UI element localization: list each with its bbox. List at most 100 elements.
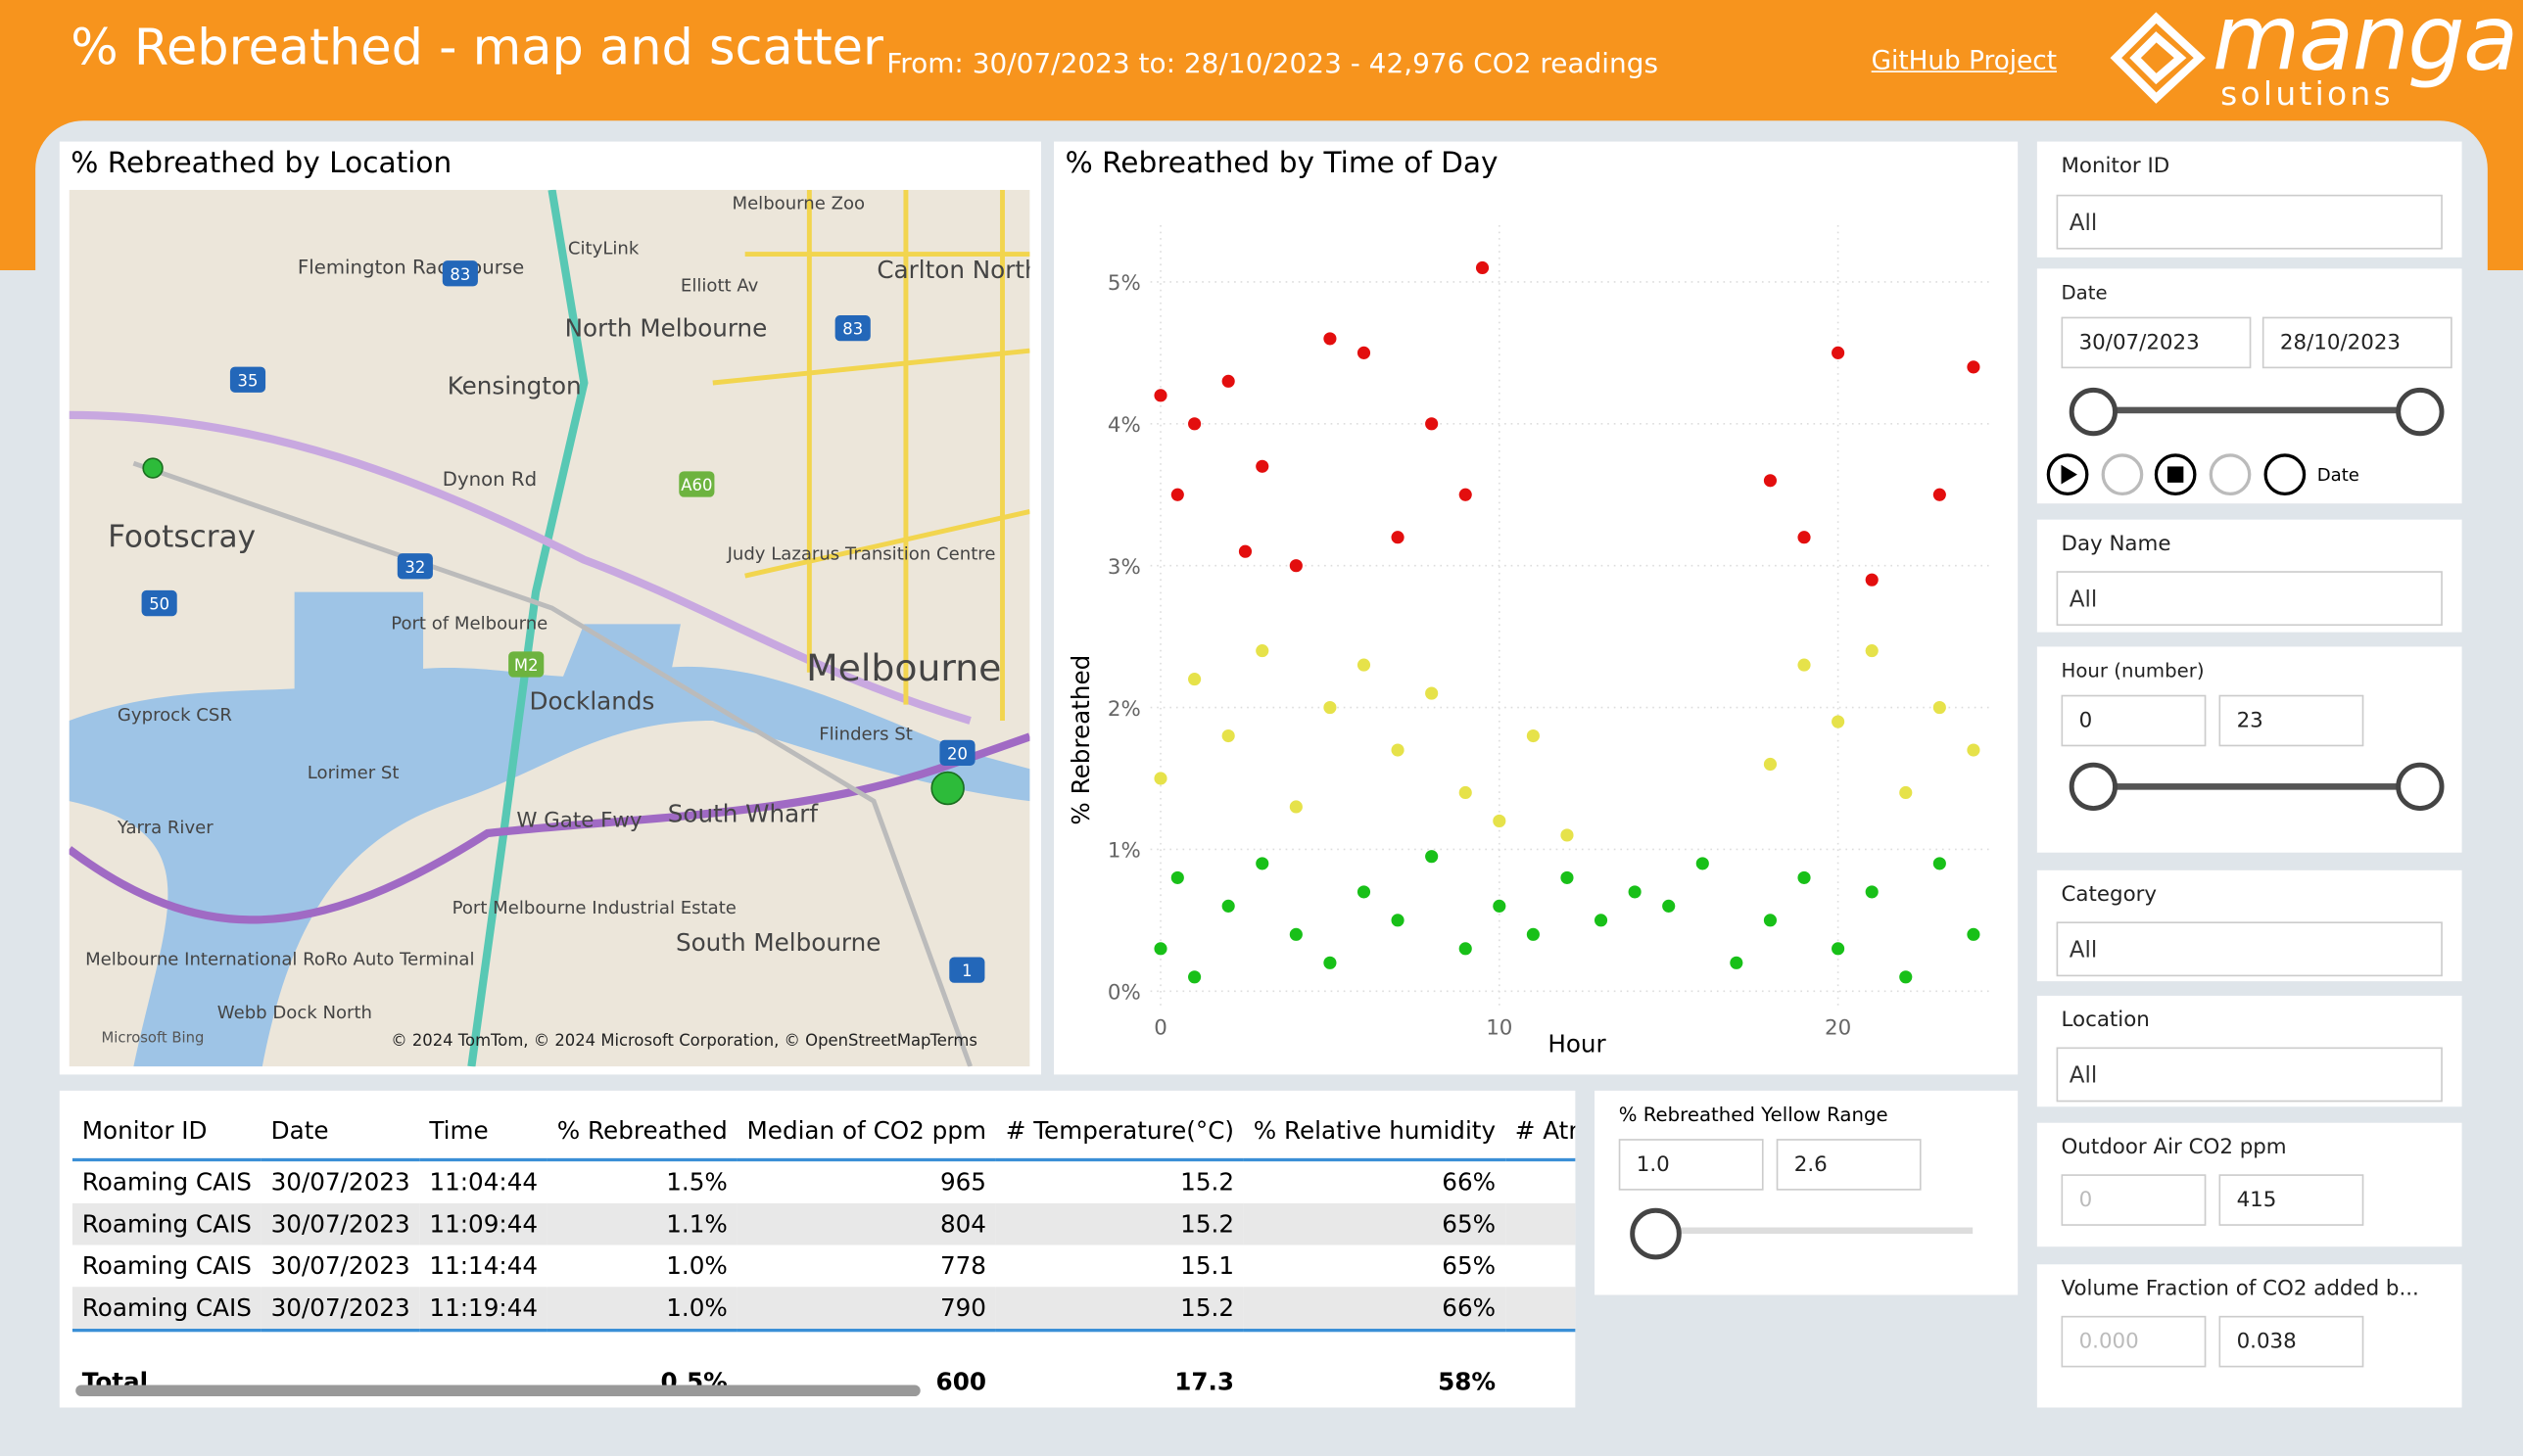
- outdoor-to[interactable]: 415: [2218, 1174, 2364, 1226]
- hour-from[interactable]: 0: [2061, 694, 2207, 747]
- table-cell-empty: [1505, 1287, 1575, 1330]
- point: [1560, 870, 1574, 884]
- yellow-range-card: % Rebreathed Yellow Range 1.0 2.6: [1595, 1090, 2019, 1295]
- prev-button[interactable]: [2209, 453, 2252, 495]
- road-shield: [141, 589, 177, 617]
- map-label: Dynon Rd: [443, 468, 537, 491]
- scatter-title: % Rebreathed by Time of Day: [1065, 146, 1499, 180]
- dropdown[interactable]: All: [2056, 571, 2443, 627]
- map-label: Footscray: [108, 520, 256, 555]
- table-cell: 11:14:44: [429, 1251, 539, 1281]
- road-number: 83: [842, 320, 863, 339]
- point: [1797, 531, 1811, 544]
- point: [1221, 728, 1235, 743]
- road: [69, 732, 1030, 924]
- dropdown[interactable]: All: [2056, 921, 2443, 977]
- location-marker[interactable]: [930, 771, 965, 806]
- point: [1526, 728, 1540, 743]
- point: [1256, 857, 1269, 870]
- date-to[interactable]: 28/10/2023: [2261, 316, 2452, 369]
- table-row: Roaming CAIS 30/07/2023 11:04:44 1.5% 965 15.…: [71, 1159, 1576, 1203]
- road: [712, 189, 1030, 721]
- y-axis-title: % Rebreathed: [1067, 655, 1095, 825]
- point: [1865, 573, 1879, 587]
- location-marker[interactable]: [142, 457, 164, 479]
- table-cell: 1.5%: [666, 1167, 728, 1198]
- map-label: Elliott Av: [681, 275, 759, 296]
- map-label: Webb Dock North: [217, 1003, 372, 1023]
- next-button[interactable]: [2263, 453, 2307, 495]
- road-shield: [834, 314, 871, 342]
- stop-button[interactable]: [2154, 453, 2197, 495]
- point: [1560, 828, 1574, 842]
- dropdown[interactable]: All: [2056, 1047, 2443, 1103]
- map-label: Yarra River: [117, 818, 214, 838]
- column-header: % Rebreathed: [556, 1116, 728, 1146]
- point: [1289, 800, 1303, 814]
- point: [1425, 686, 1439, 700]
- scrollbar[interactable]: [75, 1385, 921, 1396]
- table-card: Monitor ID Date Time % Rebreathed Median of …: [59, 1090, 1576, 1408]
- slicer: Monitor ID All: [2036, 141, 2462, 258]
- slider-knob[interactable]: [1630, 1207, 1682, 1260]
- table-cell: 65%: [1442, 1209, 1497, 1239]
- table-cell: 15.2: [1180, 1167, 1235, 1198]
- slider-knob[interactable]: [2396, 387, 2445, 437]
- slider-knob[interactable]: [2069, 387, 2118, 437]
- map: Melbourne Zoo Flemington Racecourse Carlto…: [69, 189, 1030, 1067]
- road-number: 1: [962, 962, 972, 980]
- range-min[interactable]: 1.0: [1618, 1139, 1764, 1191]
- header-row: Monitor ID Date Time % Rebreathed Median of …: [71, 1104, 1576, 1160]
- volume-from[interactable]: 0.000: [2061, 1315, 2207, 1368]
- range-max[interactable]: 2.6: [1776, 1139, 1922, 1191]
- hour-to[interactable]: 23: [2218, 694, 2364, 747]
- map-label: Port Melbourne Industrial Estate: [452, 898, 737, 918]
- table-cell-empty: [1505, 1159, 1575, 1202]
- point: [1899, 785, 1913, 800]
- column-header: # Atmc: [1514, 1116, 1576, 1146]
- play-button[interactable]: [2046, 453, 2089, 495]
- data-table: Monitor ID Date Time % Rebreathed Median of …: [71, 1104, 1576, 1396]
- slicer: Day Name All: [2036, 519, 2462, 633]
- point: [1763, 914, 1778, 927]
- column-header: # Temperature(°C): [1005, 1116, 1235, 1146]
- road: [467, 189, 589, 1067]
- point: [1865, 885, 1879, 899]
- table-cell: Roaming CAIS: [81, 1209, 252, 1239]
- table-cell-empty: [1505, 1331, 1575, 1396]
- table-cell: 30/07/2023: [270, 1251, 410, 1281]
- outdoor-from[interactable]: 0: [2061, 1174, 2207, 1226]
- slider-knob[interactable]: [2396, 762, 2445, 811]
- terms-link[interactable]: Terms: [929, 1031, 977, 1050]
- table-cell: 1.0%: [666, 1251, 728, 1281]
- water: [69, 666, 1030, 1067]
- point: [1458, 785, 1472, 800]
- map-label: Judy Lazarus Transition Centre: [727, 544, 996, 565]
- map-label: Melbourne International RoRo Auto Termin…: [85, 950, 474, 970]
- table-cell: 30/07/2023: [270, 1209, 410, 1239]
- road-shield: [229, 366, 266, 393]
- point: [1188, 417, 1202, 431]
- table-cell: 778: [939, 1251, 986, 1281]
- table-cell: Roaming CAIS: [81, 1167, 252, 1198]
- y-tick-label: 4%: [1108, 413, 1141, 438]
- point: [1357, 658, 1371, 672]
- point: [1425, 850, 1439, 864]
- slicer-title: Location: [2061, 1009, 2150, 1033]
- point: [1391, 743, 1404, 757]
- point: [1154, 942, 1167, 956]
- pause-button[interactable]: [2101, 453, 2144, 495]
- point: [1493, 814, 1506, 828]
- table-cell: 1.0%: [666, 1292, 728, 1323]
- table-cell: 30/07/2023: [270, 1292, 410, 1323]
- point: [1763, 757, 1778, 772]
- road-shield: [397, 553, 433, 580]
- map-label: W Gate Fwy: [516, 808, 642, 832]
- dropdown[interactable]: All: [2056, 194, 2443, 250]
- point: [1323, 332, 1337, 346]
- total-cell: 58%: [1438, 1367, 1497, 1396]
- date-from[interactable]: 30/07/2023: [2061, 316, 2252, 369]
- volume-to[interactable]: 0.038: [2218, 1315, 2364, 1368]
- slider-knob[interactable]: [2069, 762, 2118, 811]
- github-link[interactable]: GitHub Project: [1871, 44, 2058, 76]
